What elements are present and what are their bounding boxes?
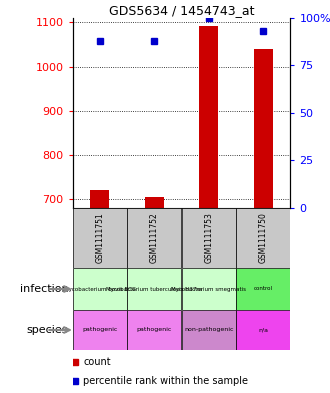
Bar [90,190,109,208]
Text: n/a: n/a [258,327,268,332]
Bar [254,49,273,208]
Bar [182,310,236,350]
Text: infection: infection [19,284,68,294]
Text: pathogenic: pathogenic [137,327,172,332]
Title: GDS5634 / 1454743_at: GDS5634 / 1454743_at [109,4,254,17]
Bar [236,208,290,268]
Text: count: count [83,357,111,367]
Bar [73,310,127,350]
Text: non-pathogenic: non-pathogenic [184,327,234,332]
Text: GSM1111752: GSM1111752 [150,213,159,263]
Bar [127,208,182,268]
Bar [199,26,218,208]
Bar [182,208,236,268]
Bar [127,268,182,310]
Text: GSM1111753: GSM1111753 [204,213,213,263]
Bar [145,196,164,208]
Text: GSM1111750: GSM1111750 [259,213,268,263]
Bar [127,310,182,350]
Text: Mycobacterium tuberculosis H37ra: Mycobacterium tuberculosis H37ra [106,286,202,292]
Bar [73,208,127,268]
Text: GSM1111751: GSM1111751 [95,213,104,263]
Text: percentile rank within the sample: percentile rank within the sample [83,376,248,386]
Text: Mycobacterium smegmatis: Mycobacterium smegmatis [171,286,246,292]
Text: Mycobacterium bovis BCG: Mycobacterium bovis BCG [64,286,136,292]
Bar [182,268,236,310]
Bar [236,268,290,310]
Text: pathogenic: pathogenic [82,327,117,332]
Bar [236,310,290,350]
Text: species: species [27,325,68,335]
Text: control: control [254,286,273,292]
Bar [73,268,127,310]
